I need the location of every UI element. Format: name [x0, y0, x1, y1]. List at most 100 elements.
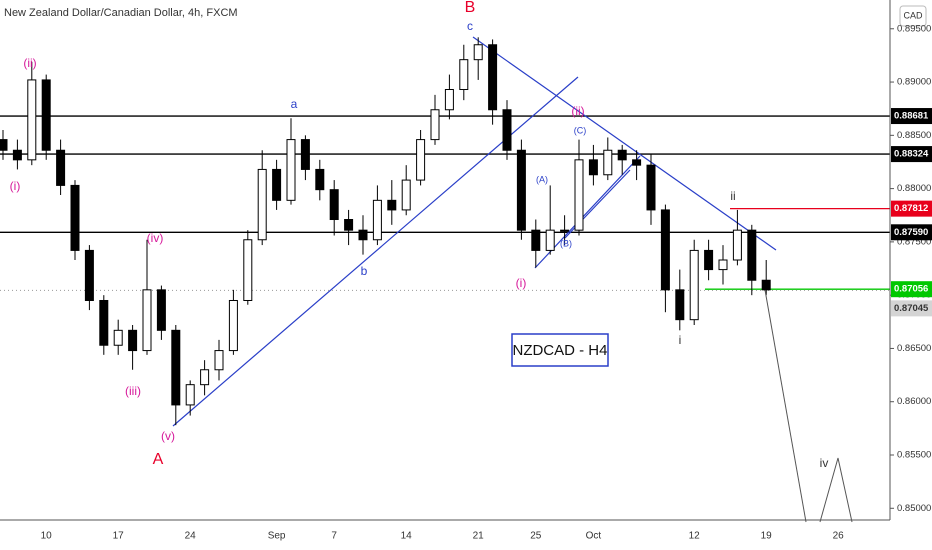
- wave-label: ii: [730, 189, 735, 203]
- candle-body: [574, 159, 584, 231]
- candle-body: [300, 139, 310, 170]
- candles: [0, 37, 771, 426]
- x-tick-label: 24: [185, 531, 197, 542]
- candle-body: [12, 149, 22, 161]
- candle-body: [214, 350, 224, 371]
- chart-title: New Zealand Dollar/Canadian Dollar, 4h, …: [4, 7, 238, 19]
- candle-body: [56, 149, 66, 186]
- wave-label: (C): [574, 125, 587, 135]
- wave-label: b: [361, 264, 368, 278]
- x-tick-label: 26: [833, 531, 845, 542]
- price-level-tag: [891, 281, 932, 298]
- wave-label: c: [467, 19, 473, 33]
- wave-label: (iii): [125, 384, 141, 398]
- candle-body: [358, 229, 368, 241]
- price-level-label: 0.87590: [894, 227, 928, 238]
- price-level-tag: [891, 224, 932, 241]
- candle-body: [660, 209, 670, 291]
- levels: [0, 115, 890, 291]
- currency: CAD: [903, 10, 923, 20]
- y-tick-label: 0.88000: [897, 183, 931, 194]
- candle-body: [502, 109, 512, 151]
- candle-body: [171, 329, 181, 406]
- axis-labels: 0.89500 0.89000 0.88500 0.88000 0.87500 0.870…: [41, 23, 932, 542]
- y-tick-label: 0.86000: [897, 396, 931, 407]
- x-tick-label: 25: [530, 531, 542, 542]
- y-tick-label: 0.85500: [897, 450, 931, 461]
- price-level-label: 0.87056: [894, 284, 928, 295]
- wave-label: (iv): [147, 231, 164, 245]
- candle-body: [344, 219, 354, 231]
- price-level-label: 0.87812: [894, 203, 928, 214]
- y-tick-label: 0.89000: [897, 77, 931, 88]
- candle-body: [142, 289, 152, 352]
- candle-body: [488, 44, 498, 111]
- candle-body: [70, 184, 80, 251]
- candle-body: [617, 149, 627, 161]
- price-level-label: 0.88681: [894, 111, 929, 122]
- x-tick-label: 10: [41, 531, 53, 542]
- candle-body: [531, 229, 541, 251]
- projection-line: [764, 289, 807, 523]
- y-tick-label: 0.88500: [897, 130, 931, 141]
- candle-body: [286, 139, 296, 201]
- y-tick-label: 0.85000: [897, 503, 931, 514]
- candle-body: [704, 249, 714, 271]
- candle-body: [545, 229, 555, 251]
- wave-label: (B): [560, 238, 572, 248]
- candle-body: [444, 89, 454, 111]
- candle-body: [689, 249, 699, 321]
- x-tick-label: 14: [401, 531, 413, 542]
- candle-body: [228, 299, 238, 352]
- candle-body: [156, 289, 166, 331]
- label-box-text: NZDCAD - H4: [512, 342, 607, 359]
- candle-body: [516, 149, 526, 231]
- candle-body: [718, 259, 728, 271]
- candle-body: [416, 139, 426, 181]
- wave-label: B: [465, 0, 476, 16]
- y-tick-label: 0.89500: [897, 23, 931, 34]
- label-box: [511, 333, 609, 367]
- x-tick-label: 7: [331, 531, 337, 542]
- candle-body: [372, 199, 382, 241]
- candle-body: [430, 109, 440, 141]
- candle-body: [761, 279, 771, 291]
- wave-label: A: [153, 451, 164, 468]
- wave-label: (ii): [571, 104, 584, 118]
- annotations: (ii) (i) (iv) (iii) (v) A Bc a b (ii) (C) (A) (B) (i)…: [10, 0, 829, 470]
- x-tick-label: 12: [689, 531, 701, 542]
- y-tick-label: 0.86500: [897, 343, 931, 354]
- currency-box: [899, 5, 927, 27]
- candle-body: [243, 239, 253, 301]
- candle-body: [315, 168, 325, 191]
- price-level-tag: [891, 108, 932, 125]
- wave-label: i: [679, 333, 682, 347]
- candle-body: [272, 168, 282, 201]
- candle-body: [675, 289, 685, 321]
- candle-body: [459, 59, 469, 91]
- x-tick-label: Oct: [586, 531, 602, 542]
- price-level-tag: [891, 146, 932, 163]
- candle-body: [747, 229, 757, 281]
- candle-body: [732, 229, 742, 261]
- candle-body: [84, 249, 94, 301]
- candle-body: [0, 139, 8, 151]
- candle-body: [128, 329, 138, 352]
- price-level-tag: [891, 300, 932, 317]
- candle-body: [185, 384, 195, 406]
- candle-body: [99, 299, 109, 346]
- candle-body: [257, 168, 267, 241]
- candle-body: [113, 329, 123, 346]
- wave-label: iv: [820, 456, 829, 470]
- wave-label: (v): [161, 429, 175, 443]
- wave-label: (ii): [23, 56, 36, 70]
- candle-body: [603, 149, 613, 176]
- candle-body: [401, 179, 411, 211]
- candle-body: [200, 369, 210, 386]
- candle-body: [588, 159, 598, 176]
- candle-body: [41, 79, 51, 151]
- price-level-label: 0.87045: [894, 303, 929, 314]
- trendline: [472, 36, 777, 251]
- candle-body: [632, 159, 642, 166]
